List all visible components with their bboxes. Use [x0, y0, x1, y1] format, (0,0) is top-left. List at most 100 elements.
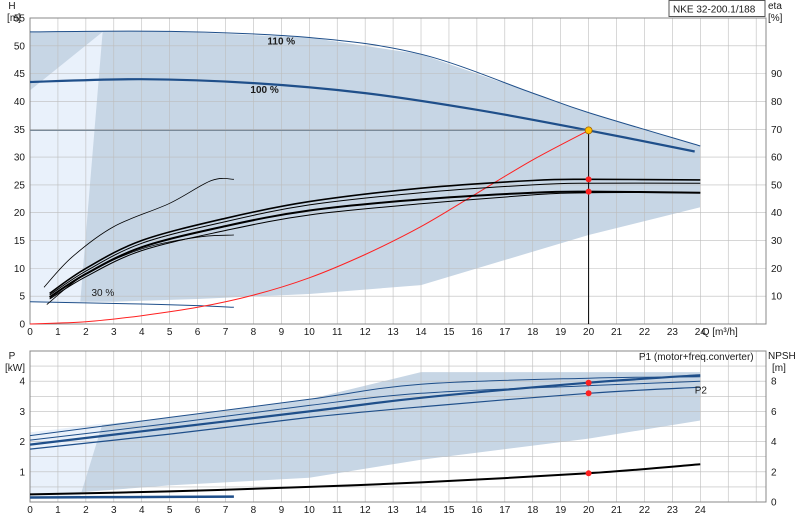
- x-tick-label: 18: [527, 327, 539, 338]
- x-tick-label-bottom: 8: [251, 505, 257, 516]
- y-axis-label-left: H: [8, 1, 15, 12]
- y-tick-label-npsh: 4: [771, 437, 777, 448]
- x-tick-label-bottom: 24: [695, 505, 707, 516]
- x-tick-label: 9: [279, 327, 285, 338]
- y-tick-label-right: 30: [771, 236, 783, 247]
- y-tick-label-left: 25: [14, 180, 26, 191]
- y-tick-label-power: 4: [19, 377, 25, 388]
- y-tick-label-npsh: 8: [771, 377, 777, 388]
- x-tick-label-bottom: 21: [611, 505, 623, 516]
- x-tick-label: 13: [388, 327, 400, 338]
- curve-line: [43, 178, 234, 288]
- y-tick-label-left: 0: [19, 320, 25, 331]
- curve-line: [49, 192, 701, 300]
- speed-label: 30 %: [91, 288, 114, 299]
- x-tick-label: 12: [360, 327, 372, 338]
- power-curve-line: [29, 380, 701, 441]
- y-tick-label-left: 30: [14, 153, 26, 164]
- y-tick-label-right: 90: [771, 69, 783, 80]
- x-tick-label: 2: [83, 327, 89, 338]
- curve-line: [29, 30, 701, 147]
- y-tick-label-right: 60: [771, 153, 783, 164]
- x-tick-label-bottom: 6: [195, 505, 201, 516]
- x-tick-label-bottom: 2: [83, 505, 89, 516]
- y-tick-label-left: 35: [14, 125, 26, 136]
- x-tick-label: 20: [583, 327, 595, 338]
- x-tick-label-bottom: 23: [667, 505, 679, 516]
- x-tick-label: 22: [639, 327, 651, 338]
- y-tick-label-right: 40: [771, 208, 783, 219]
- curve-line: [49, 190, 701, 299]
- x-tick-label: 8: [251, 327, 257, 338]
- duty-point-marker: [584, 126, 593, 135]
- x-tick-label-bottom: 11: [332, 505, 343, 516]
- x-tick-label-bottom: 7: [223, 505, 229, 516]
- x-tick-label-bottom: 10: [304, 505, 316, 516]
- x-tick-label-bottom: 5: [167, 505, 173, 516]
- x-tick-label-bottom: 12: [360, 505, 372, 516]
- x-tick-label-bottom: 22: [639, 505, 651, 516]
- y-tick-label-npsh: 6: [771, 407, 777, 418]
- y-tick-label-right: 20: [771, 264, 783, 275]
- x-tick-label: 19: [555, 327, 567, 338]
- y-axis-label-right: eta: [768, 1, 782, 12]
- y-tick-label-power: 2: [19, 437, 25, 448]
- x-tick-label: 5: [167, 327, 173, 338]
- x-tick-label: 14: [415, 327, 427, 338]
- y-axis-unit-npsh: [m]: [772, 363, 786, 374]
- y-tick-label-left: 55: [14, 14, 26, 25]
- y-tick-label-npsh: 2: [771, 467, 777, 478]
- x-tick-label-bottom: 0: [27, 505, 33, 516]
- x-tick-label-bottom: 17: [499, 505, 511, 516]
- x-axis-label: Q [m³/h]: [702, 327, 738, 338]
- x-tick-label-bottom: 15: [443, 505, 455, 516]
- speed-label: 110 %: [267, 37, 295, 48]
- x-tick-label: 10: [304, 327, 316, 338]
- x-tick-label-bottom: 1: [55, 505, 61, 516]
- y-axis-unit-left: [m]: [7, 13, 21, 24]
- curve-line: [46, 234, 234, 305]
- x-tick-label: 17: [499, 327, 511, 338]
- x-tick-label: 15: [443, 327, 455, 338]
- speed-label: 100 %: [250, 85, 278, 96]
- x-tick-label: 3: [111, 327, 117, 338]
- y-axis-unit-power: [kW]: [5, 363, 25, 374]
- power-curve-line: [29, 374, 701, 446]
- y-tick-label-left: 45: [14, 69, 26, 80]
- power-curve-line: [29, 376, 701, 437]
- power-curve-line: [29, 495, 234, 499]
- panel-frame-head: [29, 17, 767, 325]
- x-tick-label-bottom: 19: [555, 505, 567, 516]
- power-curve-line: [29, 463, 701, 496]
- chart-title: NKE 32-200.1/188: [673, 5, 756, 16]
- power-point-marker: [585, 379, 592, 386]
- title-box: [668, 0, 766, 17]
- y-tick-label-left: 15: [14, 236, 26, 247]
- power-point-marker: [585, 470, 592, 477]
- y-tick-label-npsh: 0: [771, 498, 777, 509]
- x-tick-label: 11: [332, 327, 343, 338]
- y-tick-label-right: 50: [771, 180, 783, 191]
- efficiency-point-marker: [585, 188, 592, 195]
- x-tick-label-bottom: 14: [415, 505, 427, 516]
- x-tick-label: 6: [195, 327, 201, 338]
- y-tick-label-left: 20: [14, 208, 26, 219]
- y-tick-label-left: 5: [19, 292, 25, 303]
- y-tick-label-left: 10: [14, 264, 26, 275]
- x-tick-label-bottom: 9: [279, 505, 285, 516]
- x-tick-label-bottom: 18: [527, 505, 539, 516]
- x-tick-label-bottom: 20: [583, 505, 595, 516]
- series-label-p2: P2: [695, 385, 708, 396]
- x-tick-label-bottom: 4: [139, 505, 145, 516]
- y-tick-label-power: 1: [19, 467, 25, 478]
- y-tick-label-power: 3: [19, 407, 25, 418]
- y-axis-label-npsh: NPSH: [768, 351, 796, 362]
- x-tick-label-bottom: 13: [388, 505, 400, 516]
- x-tick-label-bottom: 16: [471, 505, 483, 516]
- y-tick-label-left: 50: [14, 41, 26, 52]
- curve-line: [49, 178, 701, 295]
- power-curve-line: [29, 386, 701, 450]
- y-tick-label-right: 80: [771, 97, 783, 108]
